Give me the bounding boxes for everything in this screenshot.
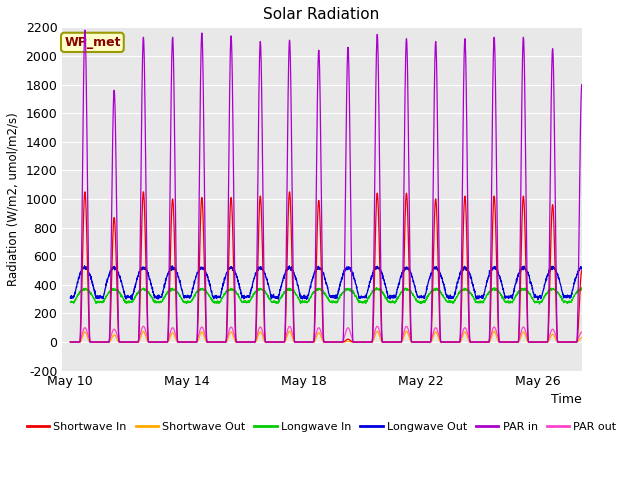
Legend: Shortwave In, Shortwave Out, Longwave In, Longwave Out, PAR in, PAR out: Shortwave In, Shortwave Out, Longwave In… bbox=[22, 418, 621, 436]
Text: WP_met: WP_met bbox=[64, 36, 121, 49]
Y-axis label: Radiation (W/m2, umol/m2/s): Radiation (W/m2, umol/m2/s) bbox=[7, 112, 20, 286]
X-axis label: Time: Time bbox=[551, 394, 582, 407]
Title: Solar Radiation: Solar Radiation bbox=[264, 7, 380, 22]
